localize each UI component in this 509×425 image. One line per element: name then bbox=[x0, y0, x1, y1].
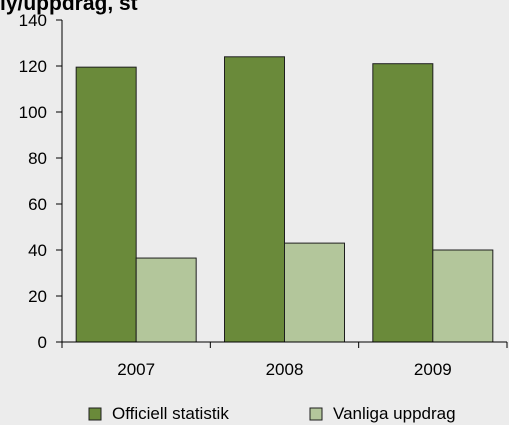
bar-officiell-statistik-2007 bbox=[75, 66, 137, 343]
y-tick-label-60: 60 bbox=[28, 195, 47, 214]
cropped-title: ly/uppdrag, st bbox=[0, 0, 138, 15]
x-tick-label-2008: 2008 bbox=[266, 360, 304, 379]
x-tick-label-2007: 2007 bbox=[117, 360, 155, 379]
y-tick-label-0: 0 bbox=[38, 333, 47, 352]
y-tick-label-140: 140 bbox=[19, 11, 47, 30]
bar-vanliga-uppdrag-2009 bbox=[432, 249, 494, 343]
y-tick-label-120: 120 bbox=[19, 57, 47, 76]
y-tick-label-80: 80 bbox=[28, 149, 47, 168]
legend-label-vanliga-uppdrag: Vanliga uppdrag bbox=[333, 404, 456, 423]
y-tick-label-100: 100 bbox=[19, 103, 47, 122]
bar-vanliga-uppdrag-2007 bbox=[135, 257, 197, 343]
x-tick-label-2009: 2009 bbox=[414, 360, 452, 379]
bar-officiell-statistik-2009 bbox=[372, 63, 434, 343]
bar-vanliga-uppdrag-2008 bbox=[284, 242, 345, 343]
y-tick-label-40: 40 bbox=[28, 241, 47, 260]
legend-swatch-vanliga-uppdrag bbox=[309, 407, 323, 421]
legend: Officiell statistik Vanliga uppdrag bbox=[88, 404, 456, 423]
legend-swatch-officiell-statistik bbox=[88, 407, 102, 421]
bar-officiell-statistik-2008 bbox=[224, 56, 285, 343]
y-tick-label-20: 20 bbox=[28, 287, 47, 306]
legend-label-officiell-statistik: Officiell statistik bbox=[112, 404, 229, 423]
plot-area: 2007 2008 2009 0 20 40 60 80 100 120 140 bbox=[19, 11, 508, 379]
